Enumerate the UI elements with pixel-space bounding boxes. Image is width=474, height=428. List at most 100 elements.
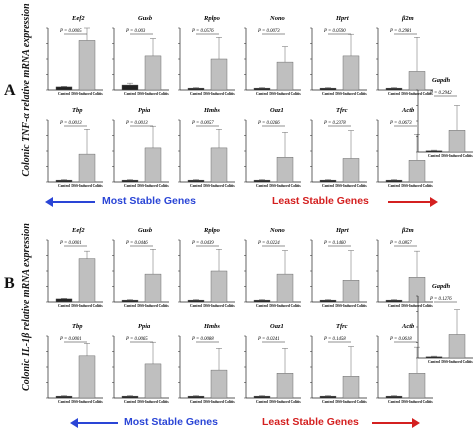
p-value: P = 0.0618 (389, 337, 412, 342)
chart-b-β2m: β2m P = 0.0857 Control DSS-Induced Colitis (376, 227, 433, 308)
chart-b-hmbs: Hmbs P = 0.0088 Control DSS-Induced Colitis (178, 323, 235, 404)
bar-dss (448, 334, 466, 359)
category-label: Control (388, 304, 400, 308)
bar-control (121, 395, 139, 399)
bar-control (319, 179, 337, 183)
gene-title: Eef2 (71, 227, 85, 234)
category-label: DSS-Induced Colitis (203, 184, 235, 188)
gene-title: Hmbs (203, 323, 220, 330)
chart-b-oaz1: Oaz1 P = 0.0241 Control DSS-Induced Colitis (244, 323, 301, 404)
bar-control (319, 87, 337, 91)
bar-control (187, 179, 205, 183)
chart-a-tfrc: Tfrc P = 0.2378 Control DSS-Induced Colitis (310, 107, 367, 188)
gene-title: Oaz1 (270, 107, 284, 114)
p-value: P = 0.0005 (59, 29, 82, 34)
gene-title: Rplpo (203, 15, 221, 22)
bar-control (55, 86, 73, 91)
bar-control (187, 87, 205, 91)
bar-dss (144, 363, 162, 399)
bar-control (425, 150, 443, 153)
category-label: DSS-Induced Colitis (137, 400, 169, 404)
category-label: Control (190, 184, 202, 188)
category-label: Control (428, 360, 440, 364)
chart-a-rplpo: Rplpo P = 0.0576 Control DSS-Induced Coliti… (178, 15, 235, 96)
category-label: DSS-Induced Colitis (401, 304, 433, 308)
bar-control (385, 299, 403, 303)
p-value: P = 0.0013 (125, 121, 148, 126)
category-label: DSS-Induced Colitis (71, 92, 103, 96)
bar-dss (210, 369, 228, 399)
gene-title: Gapdh (432, 283, 450, 290)
p-value: P = 0.0224 (257, 241, 280, 246)
bar-control (253, 179, 271, 183)
bar-dss (276, 373, 294, 399)
bar-dss (210, 58, 228, 91)
chart-b-hprt: Hprt P = 0.1460 Control DSS-Induced Colitis (310, 227, 367, 308)
bar-dss (276, 156, 294, 183)
category-label: Control (190, 304, 202, 308)
gene-title: Tfrc (336, 107, 348, 114)
panel-a-stable-label: Most Stable Genes (102, 195, 196, 207)
bar-control (121, 84, 139, 91)
chart-a-tbp: Tbp P = 0.0013 Control DSS-Induced Colitis (46, 107, 103, 188)
category-label: Control (256, 400, 268, 404)
bar-dss (144, 147, 162, 183)
gene-title: Nono (269, 15, 286, 22)
bar-control (253, 395, 271, 399)
chart-b-actb: Actb P = 0.0618 Control DSS-Induced Colitis (376, 323, 433, 404)
p-value: P = 0.0576 (191, 29, 214, 34)
category-label: Control (124, 304, 136, 308)
gene-title: Rplpo (203, 227, 221, 234)
bar-control (319, 299, 337, 303)
p-value: P = 0.0439 (191, 241, 214, 246)
gene-title: Nono (269, 227, 286, 234)
gene-title: Ppia (138, 107, 151, 114)
p-value: P = 0.2942 (429, 91, 452, 96)
category-label: Control (58, 400, 70, 404)
bar-dss (78, 153, 96, 183)
p-value: P = 0.0673 (389, 121, 412, 126)
chart-a-nono: Nono P = 0.0073 Control DSS-Induced Colitis (244, 15, 301, 96)
bar-control (385, 87, 403, 91)
category-label: DSS-Induced Colitis (203, 304, 235, 308)
bar-control (121, 299, 139, 303)
p-value: P = 0.2378 (323, 121, 346, 126)
p-value: P = 0.0057 (191, 121, 214, 126)
p-value: P = 0.0446 (125, 241, 148, 246)
gene-title: Gapdh (432, 77, 450, 84)
category-label: DSS-Induced Colitis (269, 400, 301, 404)
category-label: DSS-Induced Colitis (335, 400, 367, 404)
category-label: Control (322, 184, 334, 188)
panel-b-least-label: Least Stable Genes (262, 416, 359, 428)
chart-a-gusb: Gusb P = 0.003 Control DSS-Induced Colitis (112, 15, 169, 96)
gene-title: Tfrc (336, 323, 348, 330)
p-value: P = 0.0266 (257, 121, 280, 126)
panel-a-least-label: Least Stable Genes (272, 195, 369, 207)
gene-title: Ppia (138, 323, 151, 330)
category-label: Control (428, 154, 440, 158)
chart-a-ppia: Ppia P = 0.0013 Control DSS-Induced Colitis (112, 107, 169, 188)
p-value: P = 0.0073 (257, 29, 280, 34)
category-label: Control (256, 184, 268, 188)
gene-title: Gusb (138, 227, 153, 234)
chart-b-tfrc: Tfrc P = 0.1458 Control DSS-Induced Colitis (310, 323, 367, 404)
gene-title: Gusb (138, 15, 153, 22)
chart-a-oaz1: Oaz1 P = 0.0266 Control DSS-Induced Colitis (244, 107, 301, 188)
bar-control (55, 395, 73, 399)
category-label: DSS-Induced Colitis (335, 92, 367, 96)
p-value: P = 0.1276 (429, 297, 452, 302)
bar-control (253, 87, 271, 91)
bar-control (253, 299, 271, 303)
bar-control (425, 356, 443, 359)
bar-control (187, 299, 205, 303)
chart-b-ppia: Ppia P = 0.0065 Control DSS-Induced Colitis (112, 323, 169, 404)
gene-title: Tbp (72, 107, 83, 114)
category-label: Control (124, 400, 136, 404)
category-label: DSS-Induced Colitis (269, 184, 301, 188)
category-label: Control (190, 400, 202, 404)
category-label: Control (388, 92, 400, 96)
bar-dss (342, 280, 360, 303)
bar-dss (408, 160, 426, 183)
bar-dss (210, 270, 228, 303)
bar-dss (78, 258, 96, 303)
